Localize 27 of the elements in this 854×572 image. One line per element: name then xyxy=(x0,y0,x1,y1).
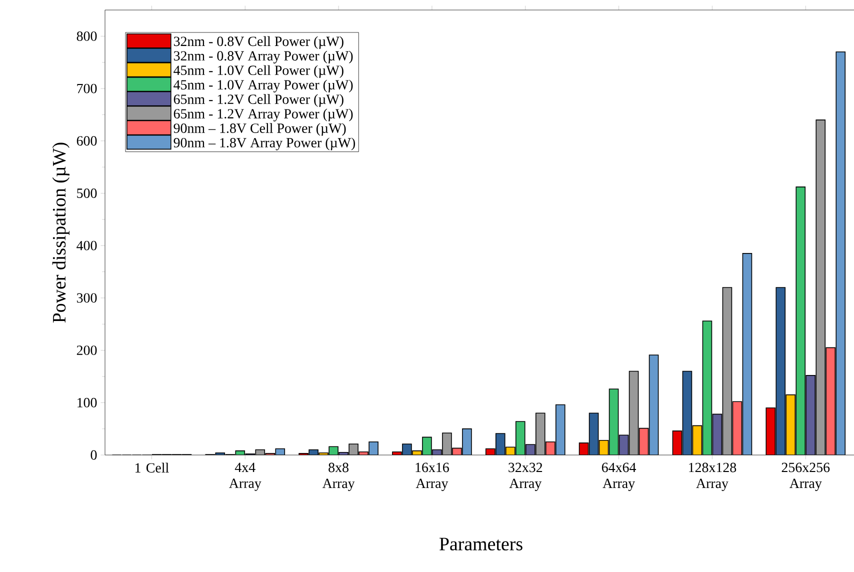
y-axis-title: Power dissipation (µW) xyxy=(52,142,70,323)
y-tick-label: 300 xyxy=(76,293,97,303)
y-tick-label: 0 xyxy=(90,450,97,460)
legend-label: 90nm – 1.8V Cell Power (µW) xyxy=(174,123,346,136)
legend-label: 65nm - 1.2V Array Power (µW) xyxy=(174,108,353,122)
y-tick-label: 600 xyxy=(76,136,97,146)
x-tick-label: 1 Cell xyxy=(135,462,169,473)
legend-label: 45nm - 1.0V Array Power (µW) xyxy=(174,80,353,92)
legend-label: 32nm - 0.8V Cell Power (µW) xyxy=(174,36,344,49)
y-tick-label: 100 xyxy=(78,398,97,408)
x-tick-label: 32x32 Array xyxy=(508,462,542,491)
y-tick-label: 200 xyxy=(76,346,97,356)
legend-label: 65nm - 1.2V Cell Power (µW) xyxy=(174,94,344,107)
legend-label: 45nm - 1.0V Cell Power (µW) xyxy=(174,65,344,78)
x-tick-label: 16x16 Array xyxy=(416,462,449,491)
y-tick-label: 500 xyxy=(77,188,97,198)
x-axis-title: Parameters xyxy=(440,538,522,550)
x-tick-label: 8x8 Array xyxy=(322,462,355,492)
y-tick-label: 700 xyxy=(77,84,97,94)
x-tick-label: 4x4 Array xyxy=(229,462,262,491)
y-tick-label: 800 xyxy=(76,31,97,41)
legend-label: 90nm – 1.8V Array Power (µW) xyxy=(174,138,356,150)
y-tick-label: 400 xyxy=(76,240,97,250)
x-tick-label: 128x128 Array xyxy=(689,462,736,492)
legend-label: 32nm - 0.8V Array Power (µW) xyxy=(174,50,353,64)
x-tick-label: 64x64 Array xyxy=(602,462,636,491)
x-tick-label: 256x256 Array xyxy=(782,462,830,491)
